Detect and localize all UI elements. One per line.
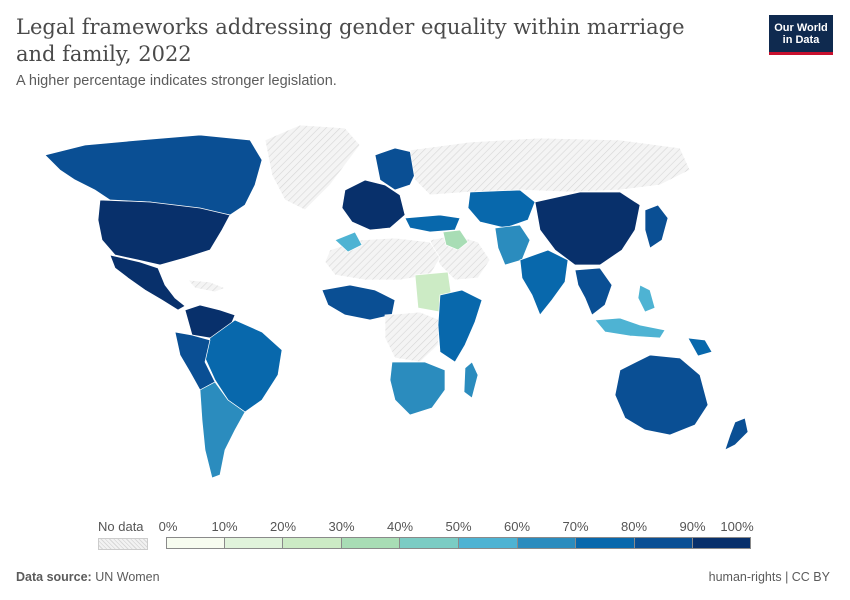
- legend-bin-1[interactable]: [224, 537, 284, 549]
- region-southern-africa[interactable]: [389, 361, 446, 416]
- legend-tick-label: 0%: [158, 519, 178, 534]
- legend-tick-label: 70%: [562, 519, 589, 534]
- legend-tick-label: 20%: [269, 519, 297, 534]
- legend-tick-label: 40%: [386, 519, 414, 534]
- region-southeast-asia[interactable]: [574, 267, 613, 316]
- legend-color-scale: [166, 537, 751, 549]
- region-central-africa[interactable]: [384, 311, 441, 363]
- region-scandinavia[interactable]: [374, 147, 419, 191]
- region-japan[interactable]: [644, 204, 669, 249]
- data-source-label: Data source:: [16, 570, 92, 584]
- region-russia[interactable]: [409, 137, 691, 196]
- legend-tick-label: 60%: [503, 519, 531, 534]
- legend-bin-2[interactable]: [283, 537, 342, 549]
- legend-bin-6[interactable]: [517, 537, 577, 549]
- logo-line-2: in Data: [782, 33, 820, 46]
- legend-bin-5[interactable]: [458, 537, 518, 549]
- chart-subtitle: A higher percentage indicates stronger l…: [16, 73, 337, 89]
- owid-logo[interactable]: Our World in Data: [769, 15, 833, 55]
- data-source-value[interactable]: UN Women: [95, 570, 160, 584]
- legend-tick-label: 30%: [328, 519, 355, 534]
- license-text[interactable]: human-rights | CC BY: [708, 570, 830, 584]
- region-australia[interactable]: [614, 354, 709, 436]
- region-mexico[interactable]: [109, 254, 186, 311]
- region-china[interactable]: [534, 191, 641, 266]
- legend-tick-label: 80%: [620, 519, 648, 534]
- chart-title: Legal frameworks addressing gender equal…: [16, 15, 685, 66]
- legend-bin-7[interactable]: [576, 537, 635, 549]
- legend-bin-3[interactable]: [341, 537, 401, 549]
- region-central-asia[interactable]: [467, 189, 536, 229]
- legend-tick-label: 90%: [679, 519, 706, 534]
- region-usa[interactable]: [97, 199, 231, 266]
- region-indonesia[interactable]: [594, 317, 666, 339]
- legend-bin-9[interactable]: [693, 537, 751, 549]
- region-east-africa[interactable]: [437, 289, 483, 363]
- region-philippines[interactable]: [637, 284, 656, 313]
- region-southern-cone[interactable]: [199, 381, 246, 479]
- legend-tick-label: 10%: [211, 519, 238, 534]
- world-map: [44, 124, 749, 479]
- legend-tick-label: 100%: [720, 519, 754, 534]
- region-west-africa[interactable]: [321, 284, 396, 321]
- legend-no-data-label: No data: [98, 519, 144, 534]
- region-india[interactable]: [519, 249, 569, 316]
- legend-tick-label: 50%: [445, 519, 472, 534]
- legend-bin-0[interactable]: [166, 537, 225, 549]
- region-greenland[interactable]: [264, 124, 361, 211]
- region-brazil[interactable]: [204, 319, 283, 413]
- legend-no-data-swatch[interactable]: [98, 538, 148, 550]
- region-iraq[interactable]: [442, 229, 469, 251]
- legend-bin-4[interactable]: [400, 537, 459, 549]
- region-madagascar[interactable]: [463, 361, 479, 399]
- logo-line-1: Our World: [774, 21, 828, 34]
- region-new-zealand[interactable]: [724, 417, 749, 451]
- region-western-europe[interactable]: [341, 179, 406, 231]
- region-caribbean[interactable]: [187, 279, 226, 293]
- data-source: Data source: UN Women: [16, 570, 160, 584]
- region-png[interactable]: [687, 337, 713, 357]
- legend-bin-8[interactable]: [634, 537, 694, 549]
- region-maghreb[interactable]: [334, 231, 363, 253]
- region-turkey[interactable]: [404, 214, 461, 233]
